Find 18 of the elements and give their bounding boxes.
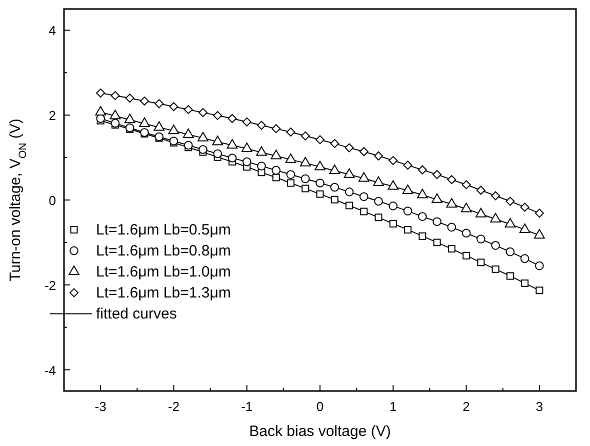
y-tick-label: -4 (44, 362, 56, 378)
x-tick-label: -2 (168, 399, 180, 414)
legend-label: fitted curves (96, 306, 177, 323)
x-tick-label: 0 (316, 399, 324, 414)
y-tick-label: 2 (48, 108, 56, 124)
legend-label: Lt=1.6μm Lb=0.5μm (96, 222, 231, 239)
legend-label: Lt=1.6μm Lb=0.8μm (96, 242, 231, 260)
legend-label: Lt=1.6μm Lb=1.0μm (96, 264, 231, 281)
y-tick-label: 0 (48, 193, 56, 208)
x-axis-title: Back bias voltage (V) (249, 423, 391, 440)
y-tick-label: 4 (48, 23, 56, 38)
x-tick-label: 3 (536, 399, 544, 414)
x-tick-label: 1 (390, 399, 397, 414)
x-tick-label: -1 (241, 399, 253, 414)
legend-label: Lt=1.6μm Lb=1.3μm (96, 284, 231, 302)
x-tick-label: -3 (94, 399, 106, 414)
y-tick-label: -2 (44, 278, 56, 293)
x-tick-label: 2 (462, 399, 470, 414)
